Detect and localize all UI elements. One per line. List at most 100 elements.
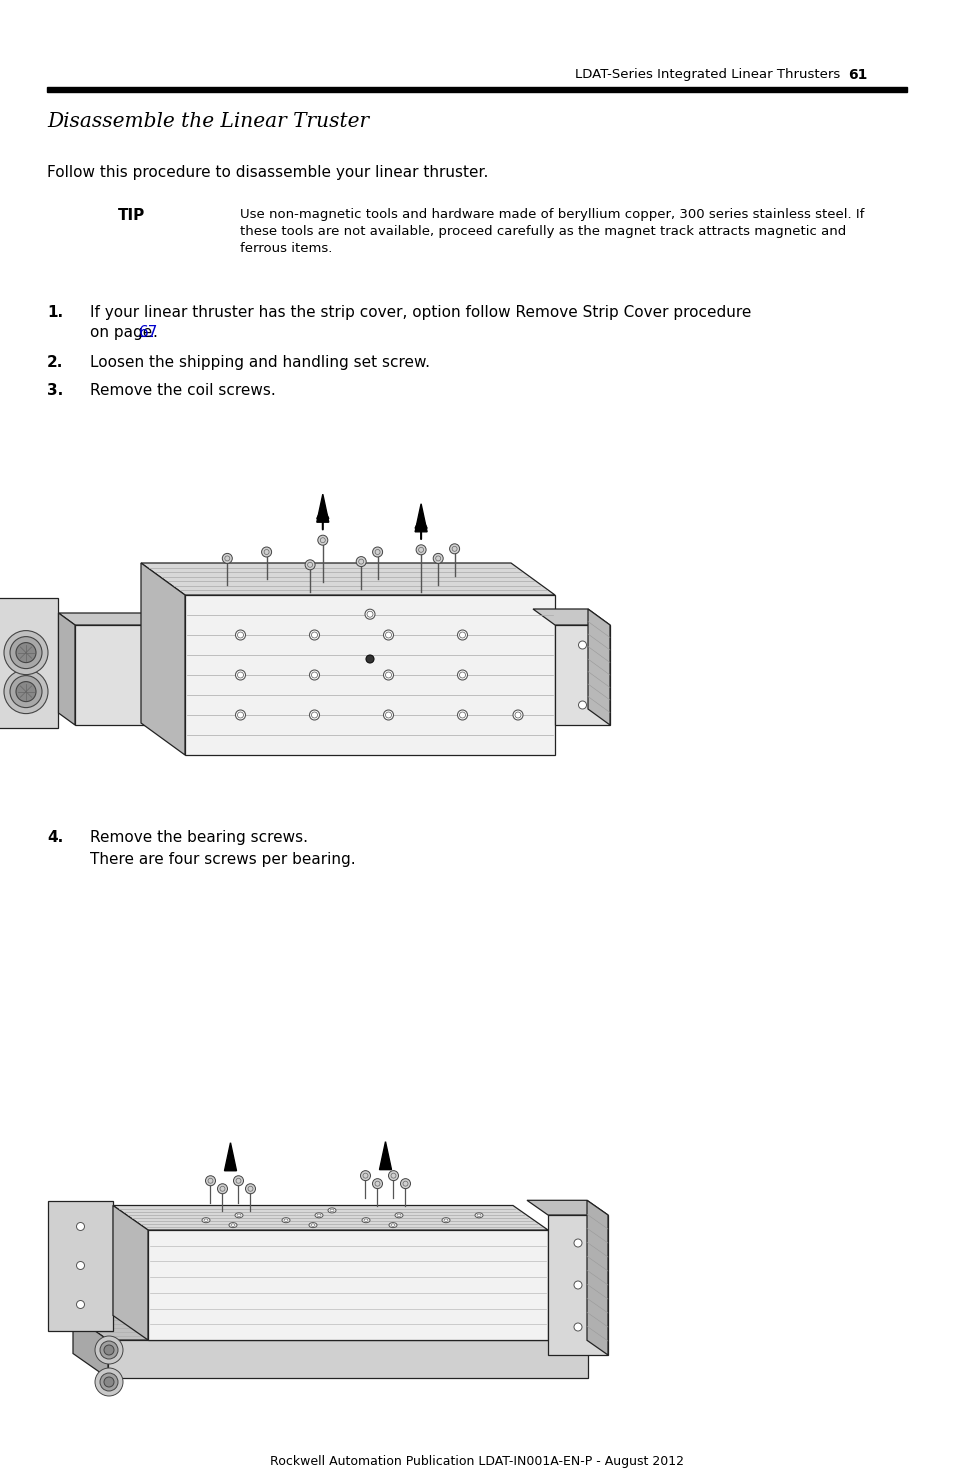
Polygon shape — [58, 614, 75, 726]
Ellipse shape — [328, 1208, 335, 1212]
Ellipse shape — [475, 1212, 482, 1218]
Circle shape — [10, 676, 42, 708]
Text: If your linear thruster has the strip cover, option follow Remove Strip Cover pr: If your linear thruster has the strip co… — [90, 305, 751, 320]
Text: these tools are not available, proceed carefully as the magnet track attracts ma: these tools are not available, proceed c… — [240, 226, 845, 237]
Polygon shape — [224, 1143, 236, 1171]
Text: .: . — [152, 324, 157, 341]
Circle shape — [309, 630, 319, 640]
Text: Rockwell Automation Publication LDAT-IN001A-EN-P - August 2012: Rockwell Automation Publication LDAT-IN0… — [270, 1454, 683, 1468]
Text: There are four screws per bearing.: There are four screws per bearing. — [90, 853, 355, 867]
Ellipse shape — [202, 1218, 210, 1223]
Ellipse shape — [361, 1218, 370, 1223]
Circle shape — [205, 1176, 215, 1186]
Text: 67: 67 — [139, 324, 158, 341]
Circle shape — [245, 1184, 255, 1193]
Text: Remove the coil screws.: Remove the coil screws. — [90, 384, 275, 398]
Polygon shape — [108, 1339, 587, 1378]
Ellipse shape — [389, 1223, 396, 1227]
Polygon shape — [48, 1201, 112, 1330]
Circle shape — [4, 631, 48, 674]
Circle shape — [457, 670, 467, 680]
Circle shape — [360, 1171, 370, 1180]
Circle shape — [372, 1179, 382, 1189]
Circle shape — [76, 1261, 85, 1270]
Circle shape — [433, 553, 443, 563]
Circle shape — [574, 1239, 581, 1246]
Circle shape — [76, 1223, 85, 1230]
Circle shape — [574, 1280, 581, 1289]
Circle shape — [309, 670, 319, 680]
Circle shape — [104, 1378, 113, 1386]
Ellipse shape — [395, 1212, 402, 1218]
Text: Use non-magnetic tools and hardware made of beryllium copper, 300 series stainle: Use non-magnetic tools and hardware made… — [240, 208, 863, 221]
Polygon shape — [316, 494, 329, 522]
Text: 61: 61 — [847, 68, 866, 83]
Circle shape — [383, 630, 393, 640]
Polygon shape — [555, 625, 609, 726]
Polygon shape — [148, 1230, 547, 1339]
Text: 4.: 4. — [47, 830, 63, 845]
Circle shape — [388, 1171, 398, 1180]
Circle shape — [578, 642, 586, 649]
Text: Remove the bearing screws.: Remove the bearing screws. — [90, 830, 308, 845]
Circle shape — [305, 560, 314, 569]
Circle shape — [104, 1345, 113, 1356]
Text: on page: on page — [90, 324, 157, 341]
Ellipse shape — [282, 1218, 290, 1223]
Circle shape — [235, 630, 245, 640]
Polygon shape — [75, 625, 185, 726]
Polygon shape — [547, 1215, 607, 1356]
Circle shape — [373, 547, 382, 558]
Circle shape — [317, 535, 328, 546]
Circle shape — [100, 1373, 118, 1391]
Circle shape — [457, 630, 467, 640]
Text: 3.: 3. — [47, 384, 63, 398]
Circle shape — [365, 609, 375, 620]
Polygon shape — [415, 504, 427, 532]
Circle shape — [95, 1367, 123, 1395]
Circle shape — [513, 709, 522, 720]
Circle shape — [233, 1176, 243, 1186]
Polygon shape — [58, 614, 185, 625]
Text: 1.: 1. — [47, 305, 63, 320]
Polygon shape — [112, 1205, 148, 1339]
Polygon shape — [526, 1201, 607, 1215]
Text: LDAT-Series Integrated Linear Thrusters: LDAT-Series Integrated Linear Thrusters — [574, 68, 840, 81]
Circle shape — [235, 709, 245, 720]
Circle shape — [76, 1301, 85, 1308]
Polygon shape — [587, 609, 609, 726]
Circle shape — [4, 670, 48, 714]
Ellipse shape — [309, 1223, 316, 1227]
Text: Disassemble the Linear Truster: Disassemble the Linear Truster — [47, 112, 369, 131]
Ellipse shape — [229, 1223, 236, 1227]
Polygon shape — [0, 597, 58, 729]
Circle shape — [16, 681, 36, 702]
Text: Follow this procedure to disassemble your linear thruster.: Follow this procedure to disassemble you… — [47, 165, 488, 180]
Text: TIP: TIP — [118, 208, 145, 223]
Circle shape — [383, 709, 393, 720]
Polygon shape — [185, 594, 555, 755]
Text: Loosen the shipping and handling set screw.: Loosen the shipping and handling set scr… — [90, 355, 430, 370]
Circle shape — [95, 1336, 123, 1364]
Circle shape — [261, 547, 272, 558]
Circle shape — [383, 670, 393, 680]
Ellipse shape — [441, 1218, 450, 1223]
Polygon shape — [141, 563, 555, 594]
Polygon shape — [586, 1201, 607, 1356]
Circle shape — [449, 544, 459, 553]
Polygon shape — [112, 1205, 547, 1230]
Ellipse shape — [314, 1212, 323, 1218]
Circle shape — [366, 655, 374, 662]
Circle shape — [457, 709, 467, 720]
Circle shape — [217, 1184, 227, 1193]
Circle shape — [10, 637, 42, 668]
Ellipse shape — [234, 1212, 243, 1218]
Polygon shape — [73, 1316, 587, 1339]
Circle shape — [574, 1323, 581, 1330]
Circle shape — [355, 556, 366, 566]
Polygon shape — [141, 563, 185, 755]
Polygon shape — [73, 1316, 108, 1378]
Circle shape — [400, 1179, 410, 1189]
Circle shape — [235, 670, 245, 680]
Circle shape — [309, 709, 319, 720]
